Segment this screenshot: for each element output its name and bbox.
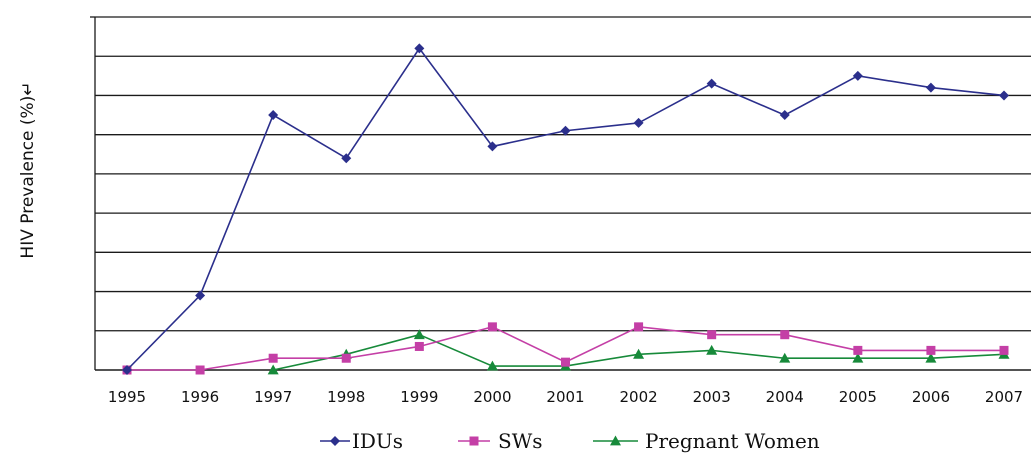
- point-pregnant-women-2005: [852, 352, 864, 363]
- legend-label-pregnant-women: Pregnant Women: [645, 429, 820, 453]
- x-tick-label-2000: 2000: [473, 388, 511, 406]
- x-tick-label-2007: 2007: [985, 388, 1023, 406]
- x-tick-label-2005: 2005: [839, 388, 877, 406]
- gridlines: [95, 16, 1031, 332]
- legend-item-pregnant-women: Pregnant Women: [593, 429, 820, 453]
- point-sws-1998: [341, 353, 351, 363]
- point-sws-2000: [487, 322, 497, 332]
- series-idus: [122, 43, 1009, 375]
- x-tick-label-2001: 2001: [546, 388, 584, 406]
- y-axis-label: HIV Prevalence (%)↵: [18, 81, 38, 258]
- point-idus-1995: [122, 365, 132, 375]
- point-idus-2007: [999, 90, 1009, 101]
- legend-marker-idus: [330, 436, 340, 446]
- point-pregnant-women-2003: [706, 344, 718, 355]
- point-idus-1998: [341, 153, 352, 164]
- point-sws-1996: [195, 365, 205, 375]
- legend: IDUs SWs Pregnant Women: [320, 429, 820, 453]
- x-tick-label-1997: 1997: [254, 388, 292, 406]
- point-sws-2007: [999, 345, 1009, 355]
- x-tick-label-2006: 2006: [912, 388, 950, 406]
- point-pregnant-women-1997: [267, 364, 279, 375]
- point-pregnant-women-2006: [925, 352, 937, 363]
- point-idus-1997: [268, 110, 279, 121]
- point-idus-2001: [560, 125, 571, 136]
- series-line-idus: [126, 46, 1005, 371]
- legend-marker-pregnant-women: [610, 435, 621, 446]
- point-pregnant-women-1999: [413, 329, 425, 340]
- point-idus-2002: [633, 117, 644, 128]
- point-pregnant-women-2004: [779, 352, 791, 363]
- point-sws-2002: [634, 322, 644, 332]
- x-tick-label-2002: 2002: [619, 388, 657, 406]
- x-tick-label-1998: 1998: [327, 388, 365, 406]
- point-sws-2006: [926, 345, 936, 355]
- x-tick-label-2003: 2003: [693, 388, 731, 406]
- x-tick-labels: 1995 1996 1997 1998 1999 2000 2001 2002 2003 2004…: [108, 388, 1023, 406]
- legend-label-sws: SWs: [498, 429, 543, 453]
- point-sws-2004: [780, 330, 790, 340]
- point-sws-2001: [561, 357, 570, 367]
- x-tick-label-1996: 1996: [181, 388, 219, 406]
- point-pregnant-women-2002: [633, 348, 645, 359]
- point-sws-1999: [414, 341, 424, 351]
- point-idus-2006: [925, 82, 936, 93]
- point-idus-1996: [195, 290, 206, 301]
- point-idus-2004: [779, 110, 790, 121]
- series: [122, 43, 1010, 375]
- point-sws-2005: [853, 345, 863, 355]
- x-tick-label-1999: 1999: [400, 388, 438, 406]
- series-sws: [122, 322, 1009, 375]
- point-idus-2005: [852, 70, 863, 81]
- legend-item-idus: IDUs: [320, 429, 403, 453]
- legend-marker-sws: [469, 436, 479, 446]
- series-pregnant-women: [267, 329, 1010, 375]
- point-pregnant-women-2000: [486, 360, 498, 371]
- point-sws-2003: [707, 330, 717, 340]
- point-idus-1999: [414, 43, 425, 54]
- point-idus-2000: [487, 141, 498, 152]
- x-tick-label-1995: 1995: [108, 388, 146, 406]
- axes: [90, 16, 1031, 371]
- legend-label-idus: IDUs: [352, 429, 403, 453]
- point-sws-1997: [268, 353, 278, 363]
- legend-item-sws: SWs: [458, 429, 543, 453]
- x-tick-label-2004: 2004: [766, 388, 804, 406]
- point-idus-2003: [706, 78, 717, 89]
